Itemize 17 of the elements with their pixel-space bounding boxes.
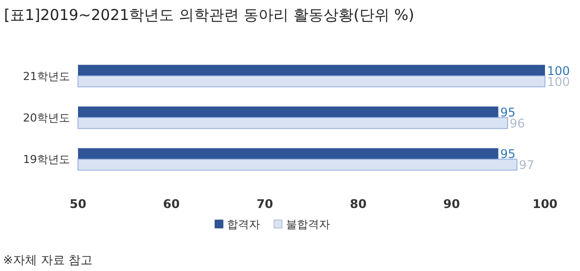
data-label: 96 [510,116,525,130]
x-tick-label: 80 [350,197,367,211]
legend-label: 불합격자 [286,218,330,231]
data-label: 95 [500,147,516,162]
x-tick-label: 60 [163,197,180,211]
x-tick-label: 50 [70,197,86,211]
x-tick-label: 90 [443,197,460,211]
y-tick-label: 20학년도 [23,112,70,124]
x-tick-label: 70 [256,197,274,211]
text: ※자체 자료 참고 [3,253,93,267]
legend-label: 합격자 [227,218,260,231]
y-tick-label: 21학년도 [23,70,70,83]
data-label: 97 [518,158,534,172]
data-label: 95 [500,106,516,120]
x-tick-label: 100 [532,197,558,211]
y-tick-label: 19학년도 [23,153,70,166]
chart-title: [표1]2019~2021학년도 의학관련 동아리 활동상황(단위 %) [4,6,414,24]
